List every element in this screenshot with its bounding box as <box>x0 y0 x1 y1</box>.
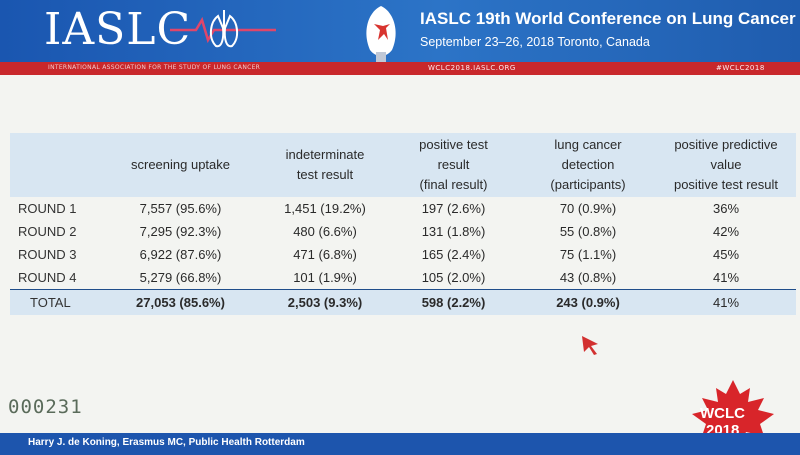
maple-leaf-icon <box>692 380 774 446</box>
torch-lungs-icon <box>366 6 396 62</box>
table-cell: 55 (0.8%) <box>559 224 617 239</box>
table-total-row: TOTAL 27,053 (85.6%) 2,503 (9.3%) 598 (2… <box>10 289 796 315</box>
slide-counter: 000231 <box>8 396 83 418</box>
table-cell: 41% <box>712 270 740 285</box>
conference-title: IASLC 19th World Conference on Lung Canc… <box>420 9 796 28</box>
table-cell: 7,557 (95.6%) <box>139 201 222 216</box>
row-label: ROUND 4 <box>18 270 77 285</box>
conference-dates: September 23–26, 2018 Toronto, Canada <box>420 35 650 49</box>
row-label: ROUND 1 <box>18 201 77 216</box>
table-cell: 36% <box>712 201 740 216</box>
conference-header: IASLC IASLC 19th World Conference on Lun… <box>0 0 800 62</box>
table-row: ROUND 3 6,922 (87.6%) 471 (6.8%) 165 (2.… <box>10 243 796 266</box>
org-name: INTERNATIONAL ASSOCIATION FOR THE STUDY … <box>48 64 261 71</box>
header-lung-cancer-detection: lung cancer detection (participants) <box>520 133 656 197</box>
table-cell: 42% <box>712 224 740 239</box>
table-cell: 165 (2.4%) <box>421 247 486 262</box>
table-cell: 480 (6.6%) <box>293 224 357 239</box>
table-cell: 105 (2.0%) <box>421 270 486 285</box>
table-cell: 197 (2.6%) <box>421 201 486 216</box>
table-cell: 131 (1.8%) <box>421 224 486 239</box>
table-cell: 1,451 (19.2%) <box>284 201 366 216</box>
table-cell: 7,295 (92.3%) <box>139 224 222 239</box>
conference-website: WCLC2018.IASLC.ORG <box>428 64 516 72</box>
table-cell: 6,922 (87.6%) <box>139 247 222 262</box>
header-ppv: positive predictive value positive test … <box>656 133 796 197</box>
table-row: ROUND 2 7,295 (92.3%) 480 (6.6%) 131 (1.… <box>10 220 796 243</box>
conference-hashtag: #WCLC2018 <box>716 64 765 72</box>
table-cell: 45% <box>712 247 740 262</box>
table-cell: 471 (6.8%) <box>293 247 357 262</box>
header-positive-test: positive test result (final result) <box>387 133 520 197</box>
header-indeterminate: indeterminate test result <box>263 133 387 197</box>
iaslc-logo: IASLC <box>44 4 192 55</box>
total-cell: 2,503 (9.3%) <box>263 289 387 315</box>
header-red-bar <box>0 62 800 75</box>
row-label: ROUND 3 <box>18 247 77 262</box>
screening-results-table: screening uptake indeterminate test resu… <box>10 133 796 315</box>
table-cell: 43 (0.8%) <box>559 270 617 285</box>
slide-footer <box>0 433 800 455</box>
row-label: ROUND 2 <box>18 224 77 239</box>
header-screening-uptake: screening uptake <box>98 133 263 197</box>
lungs-heartbeat-icon <box>170 10 276 48</box>
table-row: ROUND 4 5,279 (66.8%) 101 (1.9%) 105 (2.… <box>10 266 796 290</box>
table-header-row: screening uptake indeterminate test resu… <box>10 133 796 197</box>
header-cell-empty <box>10 133 98 197</box>
table-cell: 70 (0.9%) <box>559 201 617 216</box>
wclc-logo-text: WCLC <box>700 405 745 422</box>
table-cell: 75 (1.1%) <box>559 247 617 262</box>
table-row: ROUND 1 7,557 (95.6%) 1,451 (19.2%) 197 … <box>10 197 796 220</box>
total-cell: 243 (0.9%) <box>520 289 656 315</box>
total-cell: 41% <box>656 289 796 315</box>
mouse-pointer-icon <box>582 336 598 355</box>
table-cell: 5,279 (66.8%) <box>139 270 222 285</box>
total-cell: 27,053 (85.6%) <box>98 289 263 315</box>
total-cell: 598 (2.2%) <box>387 289 520 315</box>
total-label: TOTAL <box>10 289 98 315</box>
speaker-credit: Harry J. de Koning, Erasmus MC, Public H… <box>28 437 305 448</box>
table-cell: 101 (1.9%) <box>293 270 357 285</box>
